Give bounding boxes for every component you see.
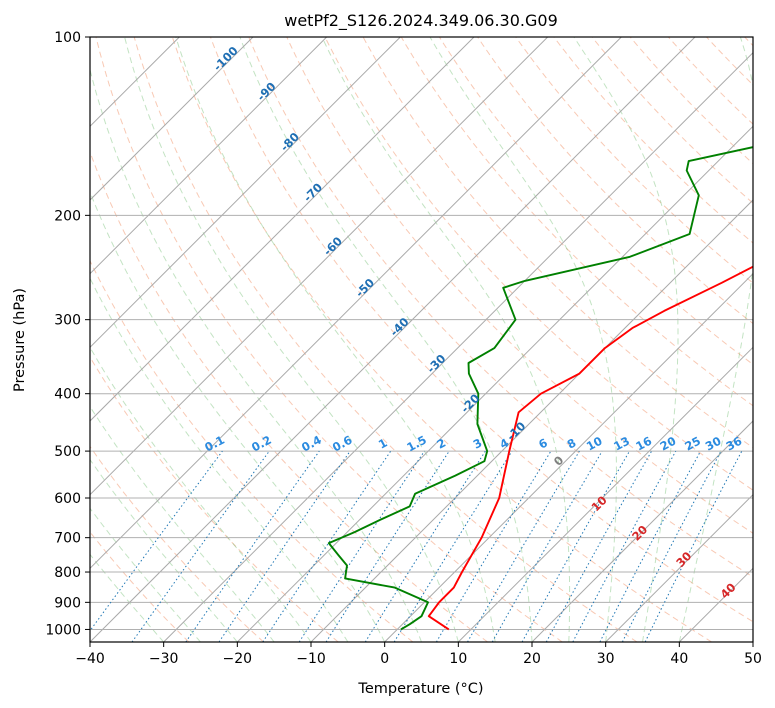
x-axis-title: Temperature (°C) <box>357 681 483 697</box>
moist-adiabat <box>678 37 753 642</box>
x-tick-label: 50 <box>744 651 762 667</box>
y-tick-label: 900 <box>54 595 81 611</box>
profile-lines <box>327 146 753 631</box>
y-tick-label: 100 <box>54 30 81 46</box>
mixing-ratio-line <box>393 450 513 642</box>
isotherm-line <box>90 37 696 642</box>
isobars <box>90 37 753 630</box>
isotherm-line <box>310 199 753 642</box>
mixing-ratio-line <box>572 450 677 642</box>
isotherm-line <box>531 420 753 642</box>
dry-adiabat <box>210 37 753 623</box>
isotherm-line <box>90 37 622 570</box>
moist-adiabat <box>90 458 238 642</box>
isotherm-line <box>605 493 753 642</box>
y-tick-label: 500 <box>54 444 81 460</box>
mixing-ratio-label: 10 <box>584 434 605 454</box>
moist-adiabat <box>90 507 201 642</box>
mixing-ratio-label: 36 <box>724 434 745 454</box>
mixing-ratio-line <box>325 450 450 642</box>
plot-area: 0.1 0.2 0.4 0.6 1 1.5 2 3 4 6 8 10 13 16 20 25 30 36-100-… <box>90 37 753 642</box>
moist-adiabat <box>429 37 617 642</box>
moist-adiabat <box>90 67 422 642</box>
plot-frame <box>89 36 754 643</box>
mixing-ratio-line <box>90 450 223 632</box>
dry-adiabat <box>133 37 638 642</box>
isotherm-line <box>236 125 753 642</box>
y-tick-label: 400 <box>54 387 81 403</box>
chart-title: wetPf2_S126.2024.349.06.30.G09 <box>284 11 558 31</box>
mixing-ratio-line <box>521 450 630 642</box>
isotherm-line <box>457 346 753 642</box>
moist-adiabat <box>239 37 533 642</box>
isotherm-line <box>163 51 753 642</box>
dry-adiabat <box>90 259 414 642</box>
moist-adiabats <box>90 37 753 642</box>
isotherm-line <box>90 37 328 275</box>
y-axis-ticks: 100 200 300 400 500 600 700 800 900 1000 <box>45 30 90 638</box>
y-tick-label: 1000 <box>45 622 81 638</box>
mixing-ratio-line <box>131 450 270 642</box>
y-tick-label: 700 <box>54 531 81 547</box>
mixing-ratio-label: 16 <box>633 434 654 454</box>
dry-adiabat <box>248 37 753 578</box>
mixing-ratio-label: 13 <box>611 434 632 454</box>
y-tick-label: 300 <box>54 313 81 329</box>
y-tick-label: 200 <box>54 208 81 224</box>
mixing-ratio-line <box>545 450 653 642</box>
y-axis-title: Pressure (hPa) <box>12 288 28 392</box>
x-tick-label: −30 <box>149 651 179 667</box>
mixing-ratio-label: 25 <box>682 434 703 454</box>
mixing-ratio-line <box>218 450 351 642</box>
x-tick-label: 40 <box>670 651 688 667</box>
dry-adiabat <box>324 37 753 491</box>
dry-adiabat <box>95 37 563 642</box>
mixing-ratio-label: 30 <box>703 434 724 454</box>
isotherm-line <box>90 37 401 349</box>
x-axis-ticks: −40 −30 −20 −10 0 10 20 30 40 50 <box>75 642 762 667</box>
moist-adiabat <box>124 37 459 642</box>
x-tick-label: −10 <box>296 651 326 667</box>
moist-adiabat <box>321 37 571 642</box>
mixing-ratio-line <box>364 450 486 642</box>
x-tick-label: 10 <box>449 651 467 667</box>
dry-adiabat <box>171 37 712 642</box>
temperature-line <box>427 265 753 631</box>
y-tick-label: 600 <box>54 491 81 507</box>
x-tick-label: 30 <box>597 651 615 667</box>
x-tick-label: 20 <box>523 651 541 667</box>
dry-adiabat <box>591 37 753 204</box>
mixing-ratio-lines <box>90 450 743 642</box>
dewpoint-line <box>327 146 753 631</box>
isotherm-line <box>90 37 549 496</box>
mixing-ratio-label: 20 <box>658 434 679 454</box>
isotherm-line <box>384 272 753 642</box>
x-tick-label: −40 <box>75 651 105 667</box>
dry-adiabat <box>477 37 753 325</box>
mixing-ratio-line <box>185 450 320 642</box>
y-tick-label: 800 <box>54 565 81 581</box>
mixing-ratio-line <box>491 450 603 642</box>
dry-adiabat <box>90 445 264 642</box>
mixing-ratio-line <box>467 450 580 642</box>
moist-adiabat <box>175 37 496 642</box>
x-tick-label: 0 <box>380 651 389 667</box>
isotherm-line <box>90 37 254 201</box>
dry-adiabat <box>629 37 753 165</box>
x-tick-label: −20 <box>223 651 253 667</box>
moist-adiabat <box>573 37 679 642</box>
mixing-ratio-line <box>435 450 552 642</box>
isotherms <box>90 37 753 642</box>
isotherm-line <box>90 37 475 422</box>
dry-adiabat <box>515 37 753 284</box>
dry-adiabat <box>400 37 753 407</box>
